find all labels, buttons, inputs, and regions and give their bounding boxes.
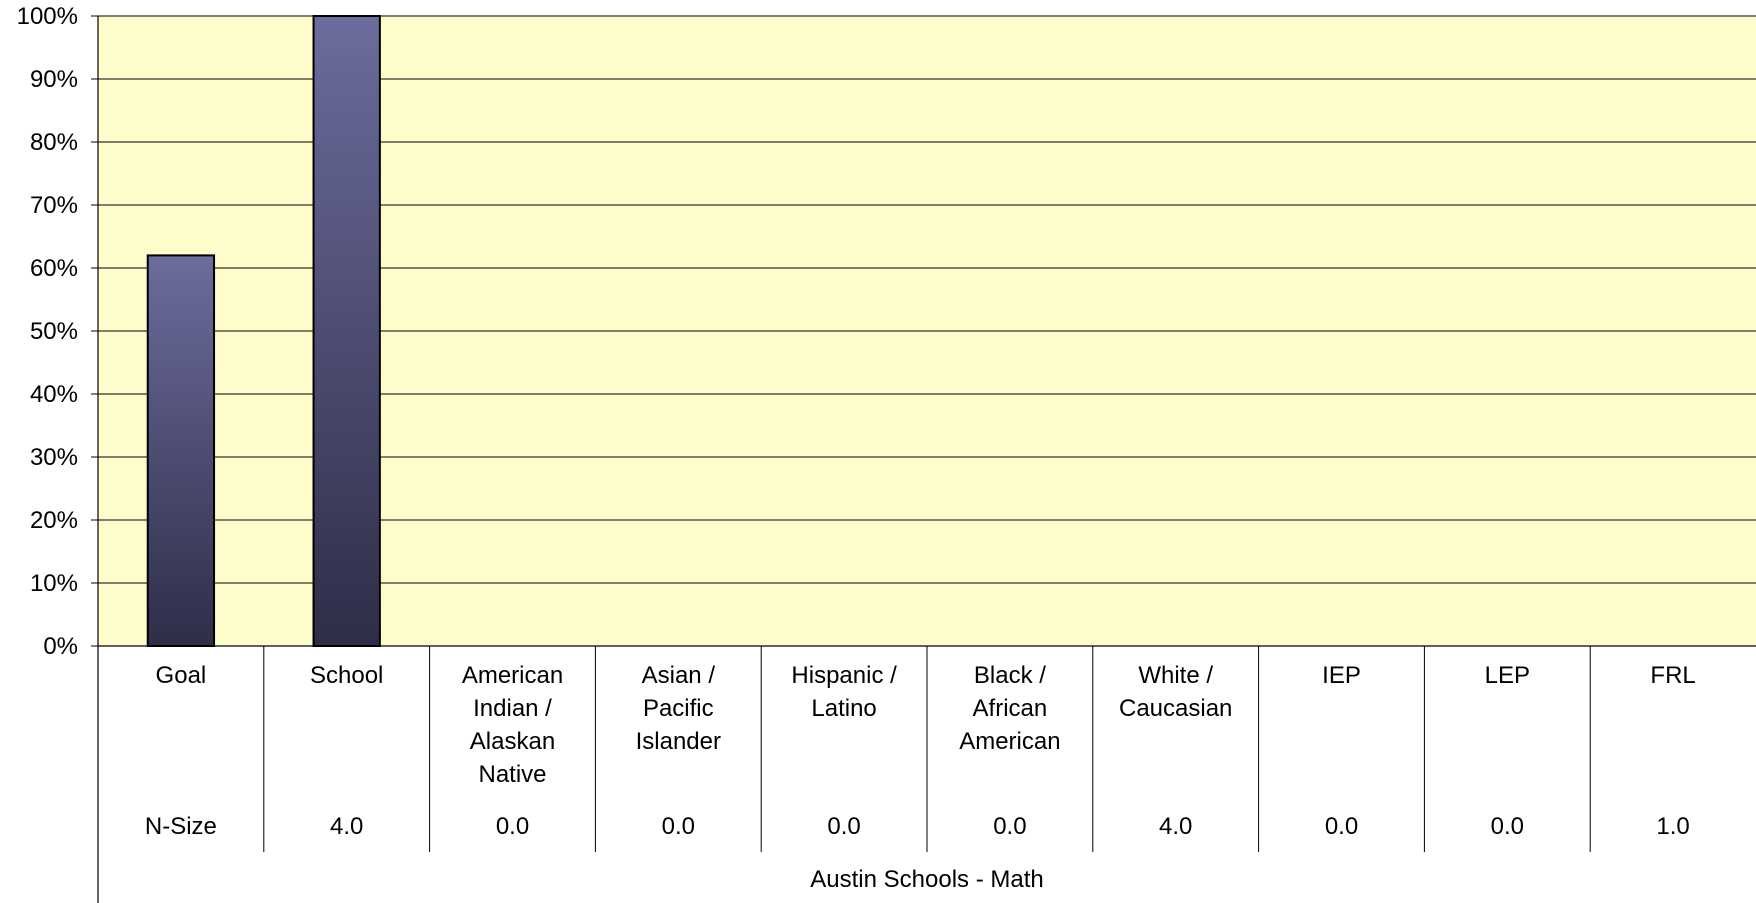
y-tick-label: 40% — [30, 381, 78, 408]
category-label: African — [973, 695, 1048, 722]
category-label: Islander — [636, 728, 721, 755]
category-label: Alaskan — [470, 728, 555, 755]
category-data-table: Goal School American Indian / Alaskan Native A… — [145, 646, 1696, 852]
category-label: IEP — [1322, 662, 1361, 689]
n-size-value: 0.0 — [662, 813, 695, 840]
bar — [146, 254, 216, 647]
category-label: Asian / — [642, 662, 716, 689]
y-tick-label: 80% — [30, 129, 78, 156]
category-label: Indian / — [473, 695, 552, 722]
y-tick-label: 90% — [30, 66, 78, 93]
y-tick-label: 10% — [30, 570, 78, 597]
category-label: Latino — [811, 695, 876, 722]
n-size-value: 0.0 — [1325, 813, 1358, 840]
n-size-value: 4.0 — [1159, 813, 1192, 840]
bars — [146, 15, 381, 647]
y-axis: 0% 10% 20% 30% 40% 50% 60% 70% 80% 90% 100% — [17, 3, 1756, 903]
bar — [312, 15, 381, 647]
category-label: Black / — [974, 662, 1046, 689]
n-size-label: N-Size — [145, 813, 217, 840]
category-label: Caucasian — [1119, 695, 1232, 722]
category-label: American — [462, 662, 563, 689]
category-label: Pacific — [643, 695, 714, 722]
y-tick-label: 60% — [30, 255, 78, 282]
n-size-value: 0.0 — [496, 813, 529, 840]
y-tick-label: 30% — [30, 444, 78, 471]
category-label: American — [959, 728, 1060, 755]
y-tick-label: 20% — [30, 507, 78, 534]
n-size-value: 0.0 — [827, 813, 860, 840]
x-axis-title: Austin Schools - Math — [810, 866, 1043, 893]
y-tick-label: 0% — [43, 633, 78, 660]
category-label: FRL — [1650, 662, 1695, 689]
category-label: Hispanic / — [791, 662, 897, 689]
n-size-value: 0.0 — [993, 813, 1026, 840]
y-tick-label: 70% — [30, 192, 78, 219]
category-label: Goal — [156, 662, 207, 689]
n-size-value: 1.0 — [1656, 813, 1689, 840]
category-label: Native — [478, 761, 546, 788]
y-tick-label: 50% — [30, 318, 78, 345]
category-label: LEP — [1485, 662, 1530, 689]
n-size-value: 0.0 — [1491, 813, 1524, 840]
category-label: School — [310, 662, 383, 689]
n-size-value: 4.0 — [330, 813, 363, 840]
category-label: White / — [1138, 662, 1213, 689]
y-tick-label: 100% — [17, 3, 78, 30]
